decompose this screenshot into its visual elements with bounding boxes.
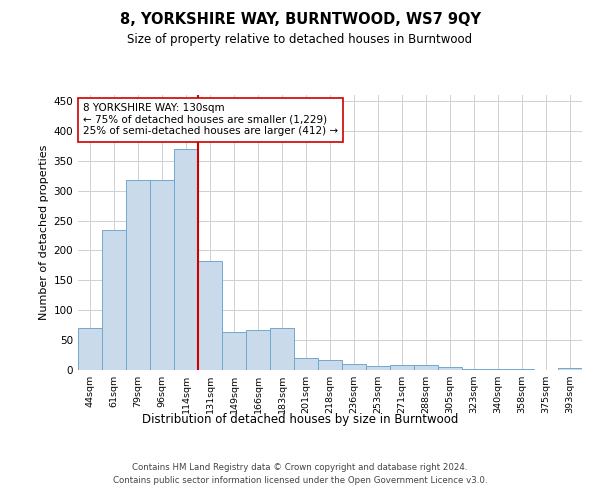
Bar bbox=[438, 367, 462, 370]
Bar bbox=[270, 328, 294, 370]
Bar bbox=[462, 369, 486, 370]
Text: 8, YORKSHIRE WAY, BURNTWOOD, WS7 9QY: 8, YORKSHIRE WAY, BURNTWOOD, WS7 9QY bbox=[119, 12, 481, 28]
Bar bbox=[126, 180, 150, 370]
Bar bbox=[174, 149, 198, 370]
Text: Contains public sector information licensed under the Open Government Licence v3: Contains public sector information licen… bbox=[113, 476, 487, 485]
Text: Distribution of detached houses by size in Burntwood: Distribution of detached houses by size … bbox=[142, 412, 458, 426]
Bar bbox=[78, 328, 102, 370]
Bar bbox=[198, 260, 222, 370]
Text: Contains HM Land Registry data © Crown copyright and database right 2024.: Contains HM Land Registry data © Crown c… bbox=[132, 462, 468, 471]
Text: Size of property relative to detached houses in Burntwood: Size of property relative to detached ho… bbox=[127, 32, 473, 46]
Text: 8 YORKSHIRE WAY: 130sqm
← 75% of detached houses are smaller (1,229)
25% of semi: 8 YORKSHIRE WAY: 130sqm ← 75% of detache… bbox=[83, 104, 338, 136]
Bar bbox=[558, 368, 582, 370]
Bar bbox=[102, 230, 126, 370]
Bar bbox=[246, 330, 270, 370]
Bar bbox=[294, 358, 318, 370]
Bar bbox=[342, 364, 366, 370]
Bar bbox=[222, 332, 246, 370]
Y-axis label: Number of detached properties: Number of detached properties bbox=[39, 145, 49, 320]
Bar bbox=[390, 364, 414, 370]
Bar bbox=[414, 364, 438, 370]
Bar bbox=[366, 366, 390, 370]
Bar bbox=[486, 369, 510, 370]
Bar bbox=[318, 360, 342, 370]
Bar bbox=[150, 180, 174, 370]
